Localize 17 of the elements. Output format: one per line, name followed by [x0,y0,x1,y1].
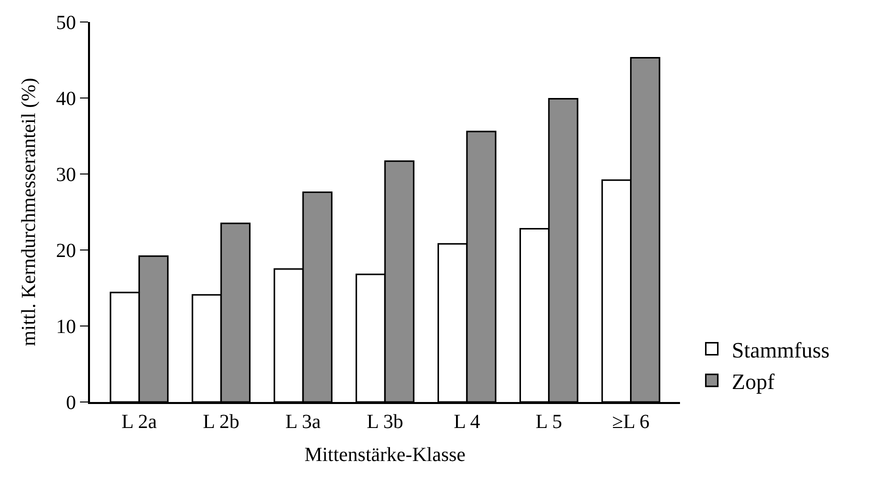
y-tick-label: 30 [56,164,76,186]
x-tick-label: ≥L 6 [612,411,650,433]
x-tick-label: L 3a [285,411,321,433]
x-tick-label: L 4 [454,411,480,433]
x-tick-label: L 2a [121,411,157,433]
legend-label: Zopf [732,368,776,394]
x-axis-title: Mittenstärke-Klasse [304,444,466,466]
y-tick-label: 50 [56,12,76,34]
y-tick-label: 40 [56,88,76,110]
y-tick-label: 20 [56,240,76,262]
y-tick-label: 10 [56,316,76,338]
x-tick-label: L 3b [366,411,404,433]
y-tick-label: 0 [66,392,76,414]
x-tick-label: L 2b [202,411,240,433]
legend-label: Stammfuss [732,337,830,362]
x-tick-label: L 5 [536,411,562,433]
y-axis-title: mittl. Kerndurchmesseranteil (%) [18,78,40,346]
